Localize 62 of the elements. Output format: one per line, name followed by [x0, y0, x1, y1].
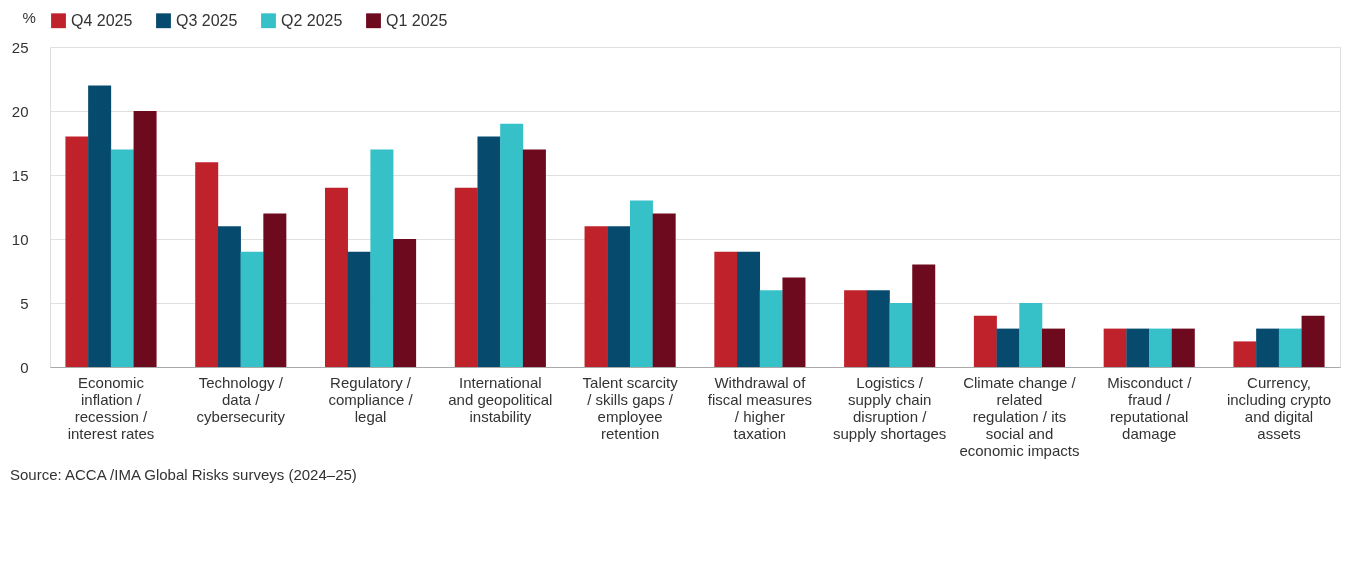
- bar: [263, 213, 287, 367]
- bar: [240, 251, 264, 367]
- bar: [973, 315, 997, 367]
- bar: [1042, 328, 1066, 367]
- x-tick-label: Logistics / supply chain disruption / supply shortages: [832, 373, 947, 442]
- y-tick-label: 25: [11, 38, 29, 56]
- bar: [217, 226, 241, 367]
- x-tick-label: International and geopolitical instability: [448, 373, 553, 425]
- source-note: Source: ACCA /IMA Global Risks surveys (2024–25): [10, 466, 357, 483]
- y-tick-label: 0: [20, 358, 29, 376]
- bar: [500, 123, 524, 367]
- legend-label: Q1 2025: [386, 11, 448, 29]
- bar: [1171, 328, 1195, 367]
- bar: [1149, 328, 1173, 367]
- x-tick-label: Talent scarcity / skills gaps / employee retention: [582, 373, 679, 442]
- bar: [866, 290, 890, 367]
- y-tick-label: 15: [11, 166, 29, 184]
- x-tick-label: Technology / data / cybersecurity: [196, 373, 286, 425]
- legend-label: Q4 2025: [71, 11, 133, 29]
- bar: [347, 251, 371, 367]
- bar: [454, 187, 478, 367]
- x-tick-label: Regulatory / compliance / legal: [328, 373, 414, 425]
- bar: [133, 111, 157, 367]
- bar: [1103, 328, 1127, 367]
- bar: [912, 264, 936, 367]
- bar: [522, 149, 546, 367]
- x-tick-label: Currency, including crypto and digital assets: [1226, 373, 1332, 442]
- bar: [737, 251, 761, 367]
- bar: [652, 213, 676, 367]
- x-tick-label: Misconduct / fraud / reputational damage: [1107, 373, 1193, 442]
- bar: [370, 149, 394, 367]
- bar: [844, 290, 868, 367]
- bar: [607, 226, 631, 367]
- y-tick-label: 10: [11, 230, 29, 248]
- y-tick-label: 5: [20, 294, 29, 312]
- x-tick-label: Withdrawal of fiscal measures / higher taxation: [707, 373, 812, 442]
- bar: [759, 290, 783, 367]
- y-axis-title: %: [22, 8, 36, 26]
- bar: [324, 187, 348, 367]
- bar: [88, 85, 112, 367]
- bar: [996, 328, 1020, 367]
- bar: [477, 136, 501, 367]
- bar: [1301, 315, 1325, 367]
- bar: [1278, 328, 1302, 367]
- bar: [110, 149, 134, 367]
- bar: [1233, 341, 1257, 367]
- bar: [1019, 303, 1043, 367]
- bar: [393, 239, 417, 367]
- bar: [782, 277, 806, 367]
- bar: [714, 251, 738, 367]
- bar: [584, 226, 608, 367]
- y-tick-label: 20: [11, 102, 29, 120]
- bar: [1256, 328, 1280, 367]
- bar: [629, 200, 653, 367]
- x-tick-label: Climate change / related regulation / its social and economic impacts: [959, 373, 1080, 459]
- bar: [195, 162, 219, 367]
- bar: [889, 303, 913, 367]
- legend-label: Q2 2025: [281, 11, 343, 29]
- bar: [65, 136, 89, 367]
- bar: [1126, 328, 1150, 367]
- x-tick-label: Economic inflation / recession / interest rates: [67, 373, 155, 442]
- legend-label: Q3 2025: [176, 11, 238, 29]
